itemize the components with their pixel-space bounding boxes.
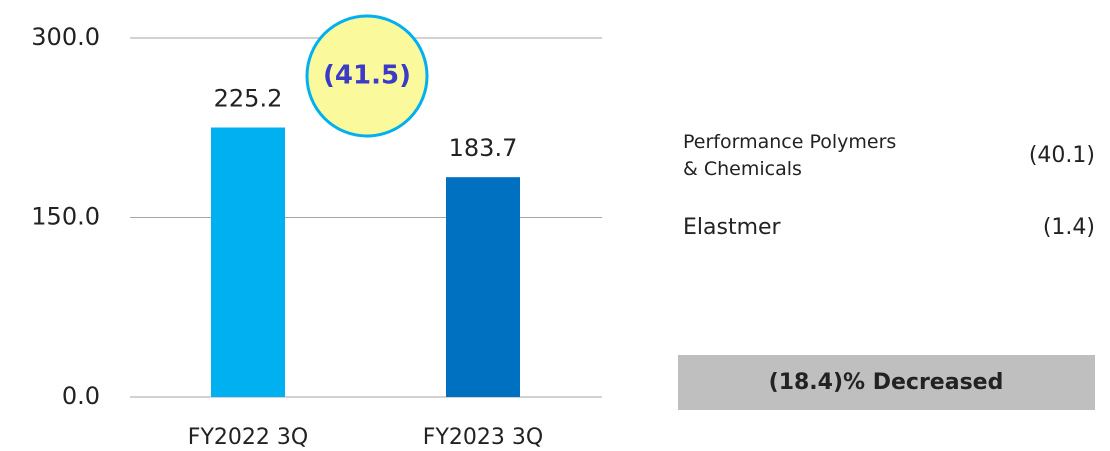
breakdown-label: Elastmer — [683, 215, 782, 240]
bar — [211, 127, 285, 397]
summary-box — [678, 355, 1095, 410]
bar — [446, 177, 520, 397]
breakdown-label: Performance Polymers — [683, 131, 896, 153]
value-label: 225.2 — [214, 85, 283, 113]
summary: (18.4)% Decreased — [769, 370, 1004, 395]
breakdown-value: (40.1) — [1029, 143, 1095, 168]
breakdown-label: & Chemicals — [683, 158, 802, 180]
x-tick-label: FY2022 3Q — [188, 425, 308, 450]
x-tick-label: FY2023 3Q — [423, 425, 543, 450]
y-tick-label: 150.0 — [31, 203, 100, 231]
breakdown-value: (1.4) — [1043, 215, 1095, 240]
annotation: (41.5) — [323, 61, 411, 91]
annotation-circle — [305, 14, 429, 138]
y-tick-label: 0.0 — [62, 382, 100, 410]
value-label: 183.7 — [449, 134, 518, 162]
y-tick-label: 300.0 — [31, 23, 100, 51]
